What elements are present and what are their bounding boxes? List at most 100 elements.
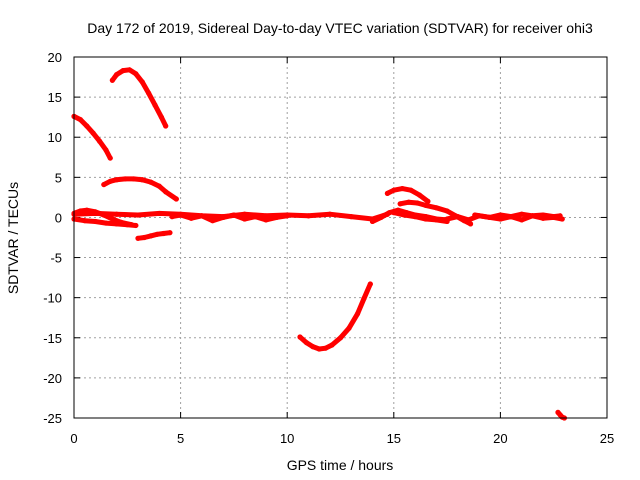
data-point [139, 177, 145, 183]
data-point [82, 218, 88, 224]
data-point [169, 214, 175, 220]
data-point [263, 217, 269, 223]
y-axis-label: SDTVAR / TECUs [5, 182, 21, 294]
data-point [109, 77, 115, 83]
y-tick-label: -15 [43, 331, 62, 346]
y-tick-label: 0 [55, 210, 62, 225]
data-point [444, 216, 450, 222]
y-tick-label: 5 [55, 170, 62, 185]
data-point [406, 199, 412, 205]
data-point [90, 130, 96, 136]
series-arc-2 [109, 67, 169, 129]
x-axis-label: GPS time / hours [287, 457, 394, 473]
y-tick-label: 20 [48, 50, 62, 65]
data-point [146, 90, 152, 96]
data-point [103, 147, 109, 153]
data-point [178, 212, 184, 218]
data-point [519, 211, 525, 217]
data-point [156, 183, 162, 189]
plot-frame [73, 56, 608, 419]
data-point [126, 67, 133, 73]
data-point [472, 212, 478, 218]
data-point [220, 214, 226, 221]
data-point [305, 213, 312, 219]
chart-title: Day 172 of 2019, Sidereal Day-to-day VTE… [87, 20, 593, 36]
data-point [114, 72, 120, 78]
data-point [114, 177, 120, 183]
data-point [297, 334, 303, 340]
data-point [519, 217, 525, 223]
data-point [188, 215, 194, 221]
data-point [322, 345, 329, 351]
data-point [158, 114, 165, 120]
data-point [487, 214, 493, 221]
data-point [124, 222, 130, 228]
data-point [148, 233, 154, 239]
data-point [391, 210, 397, 216]
data-point [148, 179, 154, 185]
data-point [361, 295, 367, 302]
data-point [397, 201, 403, 207]
y-tick-label: -10 [43, 291, 62, 306]
data-point [329, 342, 335, 348]
data-point [346, 325, 352, 331]
data-point [559, 216, 565, 222]
data-point [135, 212, 141, 218]
data-point [199, 213, 205, 219]
data-point [231, 212, 237, 218]
data-point [92, 218, 98, 225]
data-point [414, 200, 420, 206]
data-point [540, 215, 546, 221]
data-point [551, 214, 557, 221]
data-point [399, 185, 405, 192]
data-point [109, 216, 115, 222]
data-point [401, 212, 408, 218]
data-point [133, 222, 139, 229]
series-arc-3 [101, 176, 179, 202]
data-point [139, 79, 145, 85]
data-point [416, 192, 422, 198]
data-point [369, 218, 376, 225]
data-point [433, 217, 440, 223]
y-tick-label: 15 [48, 90, 62, 105]
data-point [122, 176, 128, 182]
data-point [337, 335, 344, 341]
series-arc-9 [297, 281, 373, 352]
data-point [107, 155, 113, 161]
x-tick-label: 15 [387, 431, 401, 446]
data-point [378, 214, 384, 221]
data-point [467, 221, 474, 227]
data-point [391, 187, 397, 193]
data-point [156, 210, 162, 217]
y-tick-label: -25 [43, 411, 62, 426]
data-point [209, 218, 216, 224]
data-point [141, 234, 147, 241]
data-point [408, 187, 414, 193]
data-point [310, 344, 316, 350]
data-series [71, 67, 567, 421]
y-tick-label: -5 [50, 251, 62, 266]
data-point [120, 68, 126, 74]
data-point [529, 213, 535, 219]
y-tick-label: -20 [43, 371, 62, 386]
data-point [154, 231, 160, 237]
data-point [131, 176, 137, 182]
data-point [465, 217, 472, 223]
data-point [92, 210, 98, 217]
x-tick-label: 20 [493, 431, 507, 446]
x-tick-label: 5 [177, 431, 184, 446]
data-point [508, 214, 514, 220]
data-point [252, 214, 258, 220]
data-point [386, 210, 393, 216]
data-point [163, 189, 169, 195]
data-point [241, 211, 248, 217]
data-point [354, 311, 361, 317]
axis-ticks: 0 5 10 15 20 25 20 15 10 5 0 -5 -10 -15 -20 -25 [43, 50, 614, 446]
data-point [114, 221, 120, 227]
data-point [444, 208, 450, 214]
data-point [167, 230, 173, 236]
data-point [327, 211, 333, 217]
data-point [455, 214, 461, 220]
data-point [241, 216, 248, 222]
